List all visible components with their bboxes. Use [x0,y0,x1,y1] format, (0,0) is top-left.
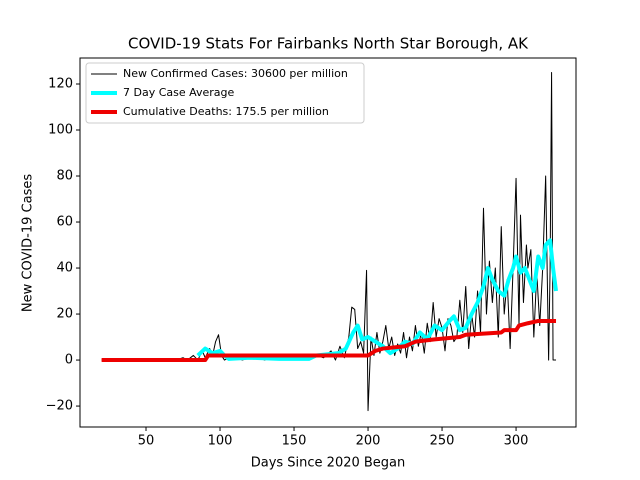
y-tick-label: 80 [56,169,73,184]
x-tick-label: 50 [138,434,155,449]
y-tick-label: 0 [65,353,73,368]
y-tick-label: −20 [46,399,73,414]
legend-label: Cumulative Deaths: 175.5 per million [123,105,329,118]
chart-title: COVID-19 Stats For Fairbanks North Star … [128,35,529,53]
y-tick-label: 20 [56,307,73,322]
y-tick-label: 40 [56,261,73,276]
x-tick-label: 100 [208,434,233,449]
x-tick-label: 250 [430,434,455,449]
x-axis-label: Days Since 2020 Began [251,456,406,471]
legend-box [85,62,365,124]
y-tick-label: 120 [48,76,73,91]
legend-label: 7 Day Case Average [123,86,235,99]
y-tick-label: 60 [56,215,73,230]
y-axis-label: New COVID-19 Cases [21,174,36,312]
y-tick-label: 100 [48,123,73,138]
data-line [101,318,557,363]
x-tick-label: 150 [282,434,307,449]
plot-frame [79,57,577,428]
data-line [196,238,559,361]
x-tick-label: 300 [504,434,529,449]
x-tick-label: 200 [356,434,381,449]
legend-label: New Confirmed Cases: 30600 per million [123,67,348,80]
